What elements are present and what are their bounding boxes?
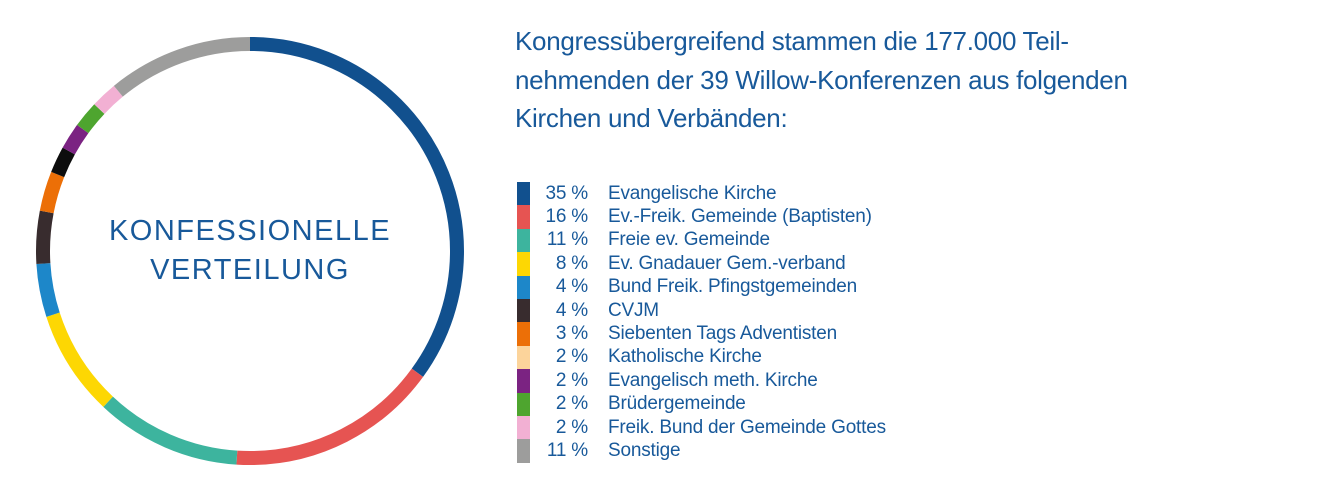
legend-percent: 8 %: [555, 252, 588, 274]
legend-item: 3 % Siebenten Tags Adventisten: [515, 322, 886, 346]
legend-percent: 2 %: [555, 346, 588, 368]
legend-percent: 2 %: [555, 393, 588, 415]
legend-percent: 4 %: [555, 299, 588, 321]
intro-line-2: nehmenden der 39 Willow-Konferenzen aus …: [515, 64, 1128, 95]
legend-swatch: [517, 228, 530, 253]
legend-label: Siebenten Tags Adventisten: [608, 323, 837, 345]
legend-swatch: [517, 252, 530, 276]
legend-percent: 11 %: [546, 229, 588, 251]
legend-label: Sonstige: [608, 439, 681, 461]
legend-item: 35 % Evangelische Kirche: [515, 182, 886, 206]
chart-title: KONFESSIONELLE VERTEILUNG: [0, 212, 500, 290]
legend-swatch: [517, 275, 530, 299]
legend-label: Freik. Bund der Gemeinde Gottes: [608, 416, 886, 438]
legend-label: Ev. Gnadauer Gem.-verband: [608, 252, 846, 274]
legend-label: Evangelische Kirche: [608, 182, 777, 204]
legend-item: 2 % Katholische Kirche: [515, 345, 886, 370]
intro-text: Kongressübergreifend stammen die 177.000…: [515, 22, 1155, 138]
legend-swatch: [517, 322, 530, 346]
legend-percent: 16 %: [545, 206, 588, 228]
legend-item: 4 % Bund Freik. Pfingstgemeinden: [515, 275, 886, 299]
donut-chart-area: KONFESSIONELLE VERTEILUNG: [0, 0, 500, 500]
legend-swatch: [517, 345, 530, 370]
legend-item: 8 % Ev. Gnadauer Gem.-verband: [515, 252, 886, 276]
legend-percent: 2 %: [555, 416, 588, 438]
legend-swatch: [517, 392, 530, 416]
legend-item: 11 % Sonstige: [515, 439, 886, 463]
legend-label: CVJM: [608, 299, 659, 321]
legend-label: Brüdergemeinde: [608, 393, 746, 415]
intro-line-1: Kongressübergreifend stammen die 177.000…: [515, 26, 1069, 56]
donut-segment-6: [36, 37, 464, 465]
legend-item: 2 % Freik. Bund der Gemeinde Gottes: [515, 415, 886, 440]
legend-label: Evangelisch meth. Kirche: [608, 369, 818, 391]
legend-swatch: [517, 369, 530, 393]
legend-percent: 35 %: [545, 182, 588, 204]
intro-line-3: Kirchen und Verbänden:: [515, 103, 788, 133]
donut-segment-2: [36, 37, 464, 465]
legend-swatch: [517, 298, 530, 323]
legend-percent: 3 %: [555, 323, 588, 345]
donut-chart: [36, 37, 464, 465]
legend-swatch: [517, 439, 530, 463]
legend-percent: 2 %: [555, 369, 588, 391]
legend-percent: 11 %: [546, 439, 588, 461]
legend-item: 4 % CVJM: [515, 298, 886, 323]
donut-segment-12: [36, 37, 464, 465]
chart-title-line-1: KONFESSIONELLE: [108, 215, 392, 247]
legend-label: Bund Freik. Pfingstgemeinden: [608, 276, 857, 298]
chart-legend: 35 % Evangelische Kirche 16 % Ev.-Freik.…: [515, 182, 886, 463]
legend-item: 2 % Brüdergemeinde: [515, 392, 886, 416]
legend-label: Freie ev. Gemeinde: [608, 229, 770, 251]
legend-item: 2 % Evangelisch meth. Kirche: [515, 369, 886, 393]
legend-label: Katholische Kirche: [608, 346, 762, 368]
legend-swatch: [517, 205, 530, 229]
legend-item: 11 % Freie ev. Gemeinde: [515, 228, 886, 253]
legend-percent: 4 %: [555, 276, 588, 298]
legend-label: Ev.-Freik. Gemeinde (Baptisten): [608, 206, 872, 228]
legend-item: 16 % Ev.-Freik. Gemeinde (Baptisten): [515, 205, 886, 229]
legend-swatch: [517, 182, 530, 206]
legend-swatch: [517, 415, 530, 440]
chart-title-line-2: VERTEILUNG: [150, 254, 350, 286]
